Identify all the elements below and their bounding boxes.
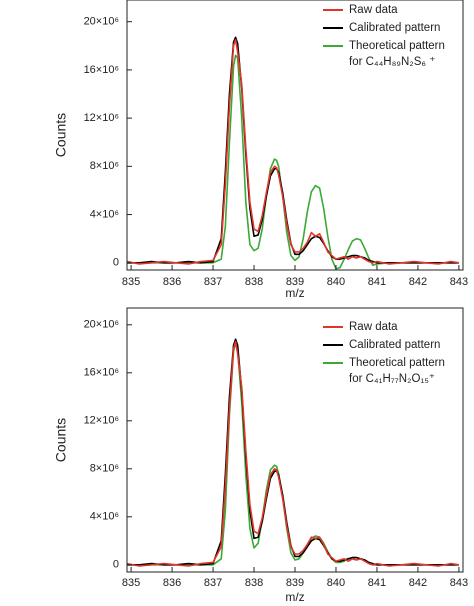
x-tick-label: 839 — [286, 577, 304, 589]
y-tick-label: 4×10⁶ — [90, 511, 119, 523]
y-tick-label: 12×10⁶ — [84, 415, 119, 427]
x-tick-label: 842 — [409, 276, 427, 288]
series-line — [127, 38, 460, 265]
x-tick-label: 843 — [450, 276, 468, 288]
y-tick-label: 16×10⁶ — [84, 64, 119, 76]
legend-label: Theoretical pattern for C₄₁H₇₇N₂O₁₅⁺ — [349, 357, 445, 385]
x-tick-label: 836 — [163, 276, 181, 288]
x-tick-label: 839 — [286, 276, 304, 288]
x-tick-label: 840 — [327, 276, 345, 288]
series-line — [127, 340, 460, 567]
x-tick-label: 838 — [245, 577, 263, 589]
x-tick-label: 837 — [204, 577, 222, 589]
y-tick-label: 16×10⁶ — [84, 367, 119, 379]
y-tick-label: 4×10⁶ — [90, 208, 119, 220]
y-tick-label: 20×10⁶ — [84, 16, 119, 28]
legend-label: Calibrated pattern — [349, 339, 440, 351]
x-tick-label: 838 — [245, 276, 263, 288]
legend-label: Raw data — [349, 4, 398, 16]
y-tick-label: 20×10⁶ — [84, 319, 119, 331]
x-tick-label: 841 — [368, 577, 386, 589]
x-tick-label: 835 — [122, 577, 140, 589]
x-axis-title: m/z — [285, 590, 304, 604]
y-tick-label: 0 — [113, 559, 119, 571]
y-tick-label: 8×10⁶ — [90, 160, 119, 172]
series-line — [127, 54, 459, 270]
y-tick-label: 12×10⁶ — [84, 112, 119, 124]
y-tick-label: 8×10⁶ — [90, 463, 119, 475]
x-tick-label: 836 — [163, 577, 181, 589]
x-tick-label: 837 — [204, 276, 222, 288]
x-tick-label: 842 — [409, 577, 427, 589]
x-tick-label: 840 — [327, 577, 345, 589]
x-tick-label: 835 — [122, 276, 140, 288]
x-axis-title: m/z — [285, 286, 304, 300]
y-tick-label: 0 — [113, 257, 119, 269]
y-axis-title: Counts — [53, 113, 69, 157]
series-line — [127, 36, 459, 264]
legend-label: Calibrated pattern — [349, 22, 440, 34]
y-axis-title: Counts — [53, 418, 69, 462]
x-tick-label: 841 — [368, 276, 386, 288]
x-tick-label: 843 — [450, 577, 468, 589]
legend-label: Raw data — [349, 321, 398, 333]
legend-label: Theoretical pattern for C₄₄H₈₉N₂S₆ ⁺ — [349, 40, 445, 68]
